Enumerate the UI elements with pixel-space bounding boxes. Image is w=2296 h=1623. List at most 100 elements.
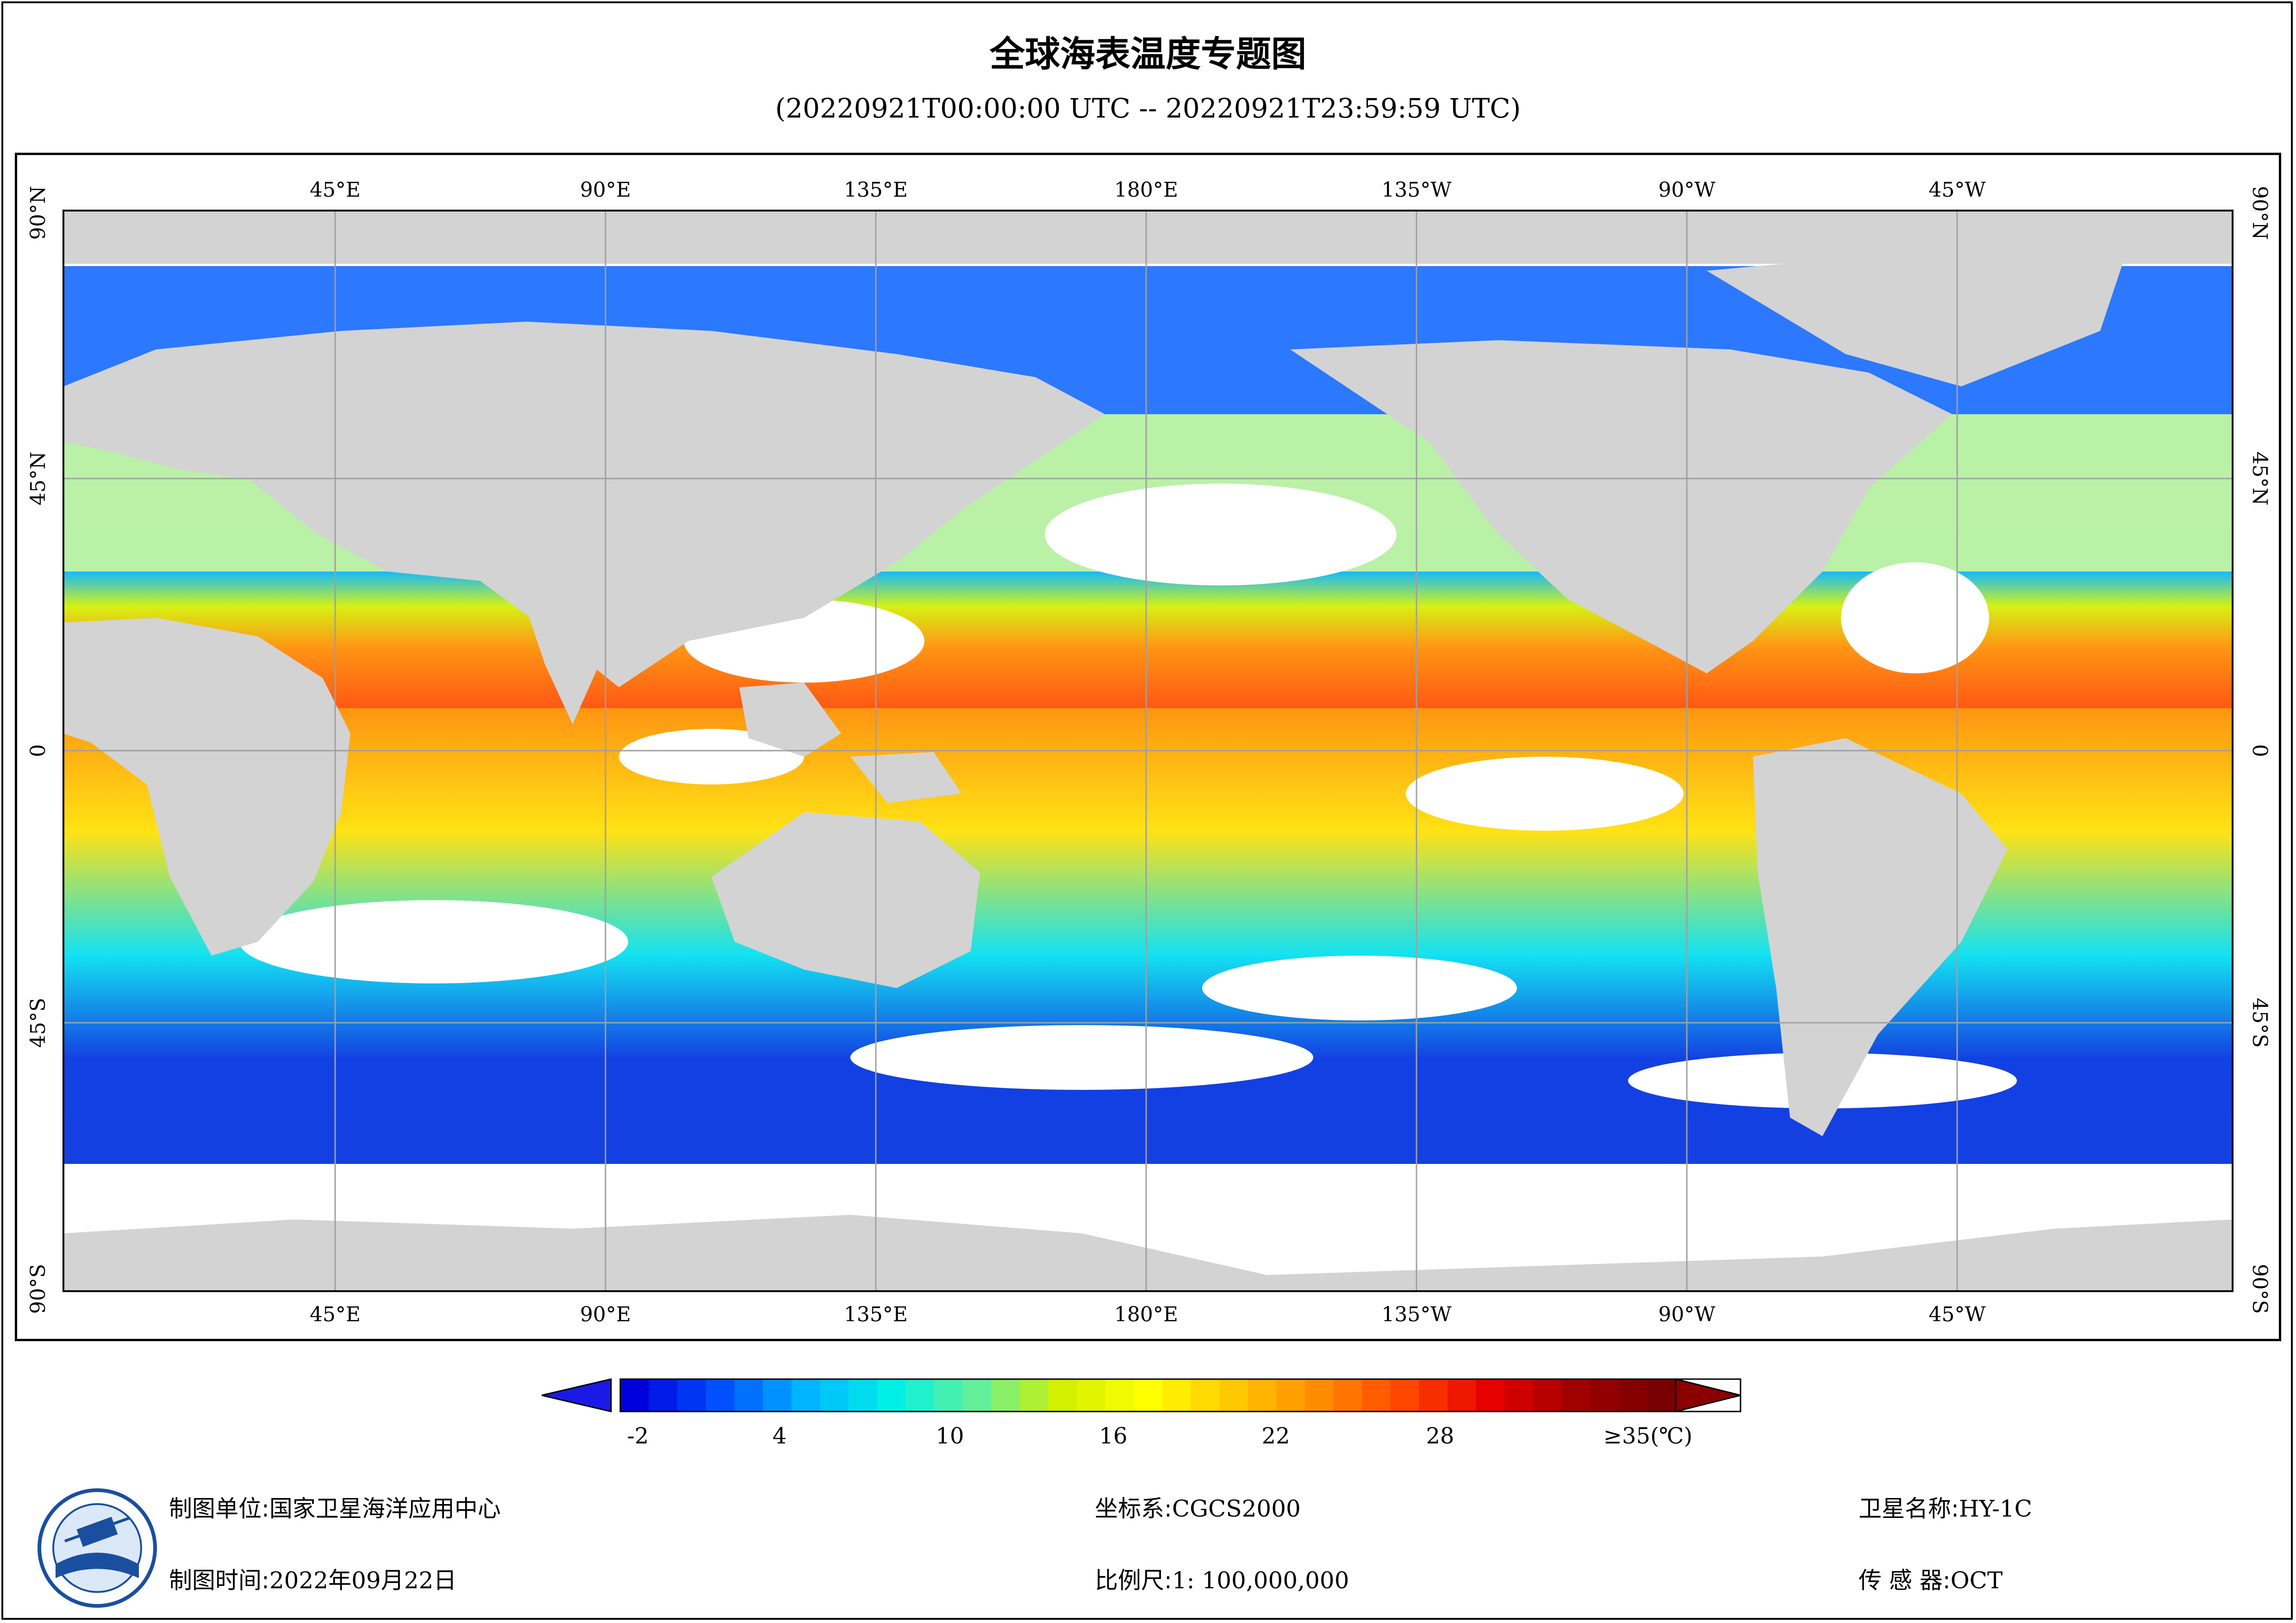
sensor-value: OCT: [1950, 1567, 2003, 1594]
colorbar-cell: [677, 1379, 706, 1412]
org-label: 制图单位:: [169, 1495, 269, 1522]
colorbar-cell: [1476, 1379, 1505, 1412]
colorbar-cell: [991, 1379, 1020, 1412]
colorbar-tick: 16: [1099, 1423, 1128, 1449]
org-value: 国家卫星海洋应用中心: [269, 1495, 501, 1522]
lat-label-right: 0: [2248, 744, 2271, 757]
colorbar-cell: [820, 1379, 849, 1412]
footer-org: 制图单位:国家卫星海洋应用中心: [169, 1490, 501, 1524]
time-label: 制图时间:: [169, 1567, 269, 1594]
lon-label-bottom: 45°W: [1928, 1303, 1986, 1326]
scale-label: 比例尺:: [1095, 1567, 1172, 1594]
lon-label-bottom: 90°W: [1658, 1303, 1716, 1326]
lat-label-left: 90°S: [26, 1264, 50, 1314]
colorbar: [542, 1378, 1741, 1412]
lat-label-left: 90°N: [26, 186, 50, 240]
lat-label-left: 45°S: [26, 998, 50, 1048]
colorbar-cell: [1162, 1379, 1191, 1412]
lon-label-top: 90°E: [580, 178, 631, 202]
colorbar-cell: [905, 1379, 935, 1412]
colorbar-cell: [877, 1379, 906, 1412]
page-title: 全球海表温度专题图: [990, 33, 1306, 75]
scale-value: 1: 100,000,000: [1172, 1567, 1349, 1594]
lon-label-top: 135°W: [1381, 178, 1452, 202]
lat-label-right: 45°S: [2248, 998, 2271, 1048]
nsoas-logo-icon: [37, 1488, 157, 1608]
colorbar-cell: [1647, 1379, 1676, 1412]
colorbar-max-arrow: [1675, 1378, 1741, 1412]
colorbar-tick: 4: [772, 1423, 787, 1449]
sat-label: 卫星名称:: [1859, 1495, 1959, 1522]
colorbar-cell: [1248, 1379, 1277, 1412]
colorbar-min-arrow: [542, 1378, 612, 1412]
colorbar-tick: 10: [936, 1423, 964, 1449]
colorbar-cell: [1219, 1379, 1248, 1412]
colorbar-tick: 22: [1261, 1423, 1290, 1449]
colorbar-cell: [1076, 1379, 1106, 1412]
colorbar-cell: [1390, 1379, 1419, 1412]
lon-label-top: 90°W: [1658, 178, 1716, 202]
colorbar-cell: [1362, 1379, 1391, 1412]
footer-sensor: 传 感 器:OCT: [1859, 1562, 2003, 1595]
colorbar-cell: [1504, 1379, 1534, 1412]
lat-label-right: 90°N: [2248, 186, 2271, 240]
lat-labels-left: 90°N 45°N 0 45°S 90°S: [26, 186, 50, 1314]
colorbar-cell: [1590, 1379, 1619, 1412]
colorbar-tick: 28: [1426, 1423, 1454, 1449]
sensor-label: 传 感 器:: [1859, 1567, 1951, 1594]
colorbar-tick: -2: [627, 1423, 649, 1449]
colorbar-cell: [620, 1379, 649, 1412]
map-frame: 45°E 90°E 135°E 180°E 135°W 90°W 45°W 45…: [15, 153, 2281, 1341]
colorbar-cell: [791, 1379, 820, 1412]
colorbar-cell: [1419, 1379, 1448, 1412]
lon-label-bottom: 180°E: [1114, 1303, 1178, 1326]
lat-label-left: 0: [26, 744, 50, 757]
colorbar-cell: [705, 1379, 735, 1412]
colorbar-cell: [1447, 1379, 1477, 1412]
lon-label-top: 45°W: [1928, 178, 1986, 202]
lat-labels-right: 90°N 45°N 0 45°S 90°S: [2248, 186, 2271, 1314]
graticule: [63, 211, 2233, 1291]
footer-time: 制图时间:2022年09月22日: [169, 1562, 456, 1595]
colorbar-cell: [848, 1379, 878, 1412]
sst-map: 45°E 90°E 135°E 180°E 135°W 90°W 45°W 45…: [26, 178, 2271, 1326]
lat-label-left: 45°N: [26, 452, 50, 506]
lon-labels-bottom: 45°E 90°E 135°E 180°E 135°W 90°W 45°W: [310, 1303, 1986, 1326]
colorbar-cell: [962, 1379, 992, 1412]
colorbar-cell: [763, 1379, 792, 1412]
colorbar-cell: [1105, 1379, 1134, 1412]
colorbar-cell: [1019, 1379, 1048, 1412]
time-range-subtitle: (20220921T00:00:00 UTC -- 20220921T23:59…: [775, 93, 1521, 124]
colorbar-cell: [1618, 1379, 1647, 1412]
colorbar-tick: ≥35(℃): [1603, 1423, 1693, 1449]
lon-labels-top: 45°E 90°E 135°E 180°E 135°W 90°W 45°W: [310, 178, 1986, 202]
colorbar-cell: [1048, 1379, 1077, 1412]
lon-label-top: 45°E: [310, 178, 361, 202]
colorbar-cell: [649, 1379, 678, 1412]
lon-label-bottom: 135°W: [1381, 1303, 1452, 1326]
colorbar-cell: [1191, 1379, 1220, 1412]
colorbar-cell: [1134, 1379, 1163, 1412]
colorbar-cell: [1533, 1379, 1562, 1412]
map-neatline: [62, 210, 2234, 1292]
time-value: 2022年09月22日: [269, 1567, 457, 1594]
colorbar-cell: [934, 1379, 963, 1412]
colorbar-cell: [1561, 1379, 1591, 1412]
footer-satellite: 卫星名称:HY-1C: [1859, 1490, 2032, 1524]
footer-scale: 比例尺:1: 100,000,000: [1095, 1562, 1349, 1595]
lat-label-right: 45°N: [2248, 452, 2271, 506]
crs-label: 坐标系:: [1095, 1495, 1172, 1522]
crs-value: CGCS2000: [1172, 1495, 1301, 1522]
no-data-areas: [239, 484, 2017, 1108]
colorbar-cells: [620, 1379, 1676, 1412]
lat-label-right: 90°S: [2248, 1264, 2271, 1314]
colorbar-cell: [1304, 1379, 1334, 1412]
lon-label-top: 135°E: [844, 178, 908, 202]
colorbar-cell: [1333, 1379, 1362, 1412]
colorbar-cell: [734, 1379, 763, 1412]
sat-value: HY-1C: [1959, 1495, 2032, 1522]
lon-label-top: 180°E: [1114, 178, 1178, 202]
lon-label-bottom: 90°E: [580, 1303, 631, 1326]
colorbar-cell: [1276, 1379, 1305, 1412]
